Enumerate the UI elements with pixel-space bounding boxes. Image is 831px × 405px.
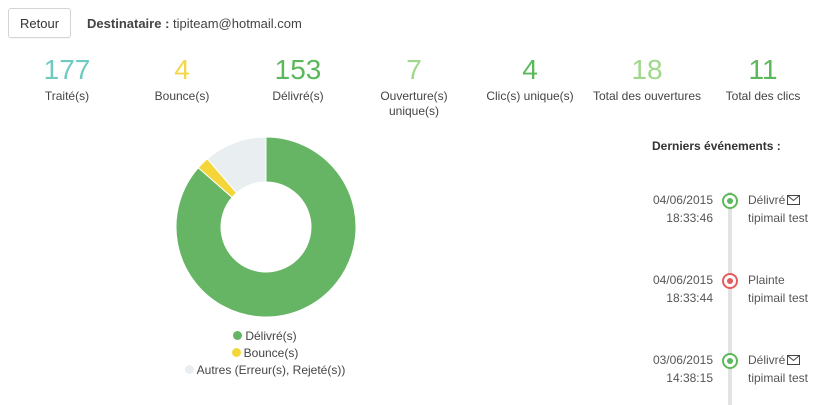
- legend-label: Bounce(s): [243, 345, 299, 360]
- stat-value: 7: [406, 54, 422, 85]
- event-text: Plainte tipimail test: [748, 271, 808, 307]
- legend-item-bounces[interactable]: Bounce(s): [170, 344, 360, 361]
- event-time: 14:38:15: [666, 371, 713, 385]
- status-marker-icon: [722, 353, 738, 369]
- stat-unique-clicks: 4 Clic(s) unique(s): [486, 54, 573, 104]
- event-text: Délivré tipimail test: [748, 351, 808, 387]
- slice-delivered[interactable]: [175, 136, 357, 318]
- events-title: Derniers événements :: [652, 139, 781, 153]
- stat-total-clicks: 11 Total des clics: [726, 54, 801, 104]
- event-name: tipimail test: [748, 211, 809, 225]
- legend-label: Autres (Erreur(s), Rejeté(s)): [196, 362, 346, 377]
- event-text: Délivré tipimail test: [748, 191, 808, 227]
- stat-unique-opens: 7 Ouverture(s) unique(s): [370, 54, 458, 119]
- event-name: tipimail test: [748, 291, 809, 305]
- event-date: 03/06/2015: [652, 353, 713, 367]
- recipient-label: Destinataire :: [87, 15, 170, 31]
- recipient-value: tipiteam@hotmail.com: [173, 15, 302, 31]
- donut-chart: [175, 136, 357, 318]
- stat-total-opens: 18 Total des ouvertures: [593, 54, 701, 104]
- envelope-icon: [787, 355, 801, 365]
- stat-label: Ouverture(s) unique(s): [380, 89, 448, 118]
- stat-value: 153: [274, 54, 322, 85]
- event-status: Délivré: [748, 193, 786, 207]
- envelope-icon: [787, 195, 801, 205]
- back-button[interactable]: Retour: [8, 8, 72, 38]
- status-marker-icon: [722, 273, 738, 289]
- stat-label: Traité(s): [44, 89, 90, 103]
- chart-legend: Délivré(s) Bounce(s) Autres (Erreur(s), …: [170, 327, 360, 378]
- stat-value: 177: [43, 54, 91, 85]
- event-date: 04/06/2015: [652, 273, 713, 287]
- event-item: 04/06/2015 18:33:44 Plainte tipimail tes…: [0, 271, 831, 311]
- legend-item-delivered[interactable]: Délivré(s): [170, 327, 360, 344]
- stat-label: Clic(s) unique(s): [486, 89, 574, 103]
- stat-processed: 177 Traité(s): [44, 54, 91, 104]
- legend-item-others[interactable]: Autres (Erreur(s), Rejeté(s)): [170, 361, 360, 378]
- event-date: 04/06/2015: [652, 193, 713, 207]
- status-marker-icon: [722, 193, 738, 209]
- timeline-line: [728, 192, 732, 405]
- event-item: 03/06/2015 14:38:15 Délivré tipimail tes…: [0, 351, 831, 391]
- legend-swatch: [184, 365, 194, 374]
- event-status: Plainte: [748, 273, 785, 287]
- event-time: 18:33:44: [666, 291, 713, 305]
- top-bar: Retour Destinataire : tipiteam@hotmail.c…: [8, 7, 302, 39]
- event-datetime: 04/06/2015 18:33:44: [653, 271, 713, 307]
- stat-label: Bounce(s): [154, 89, 210, 103]
- event-status: Délivré: [748, 353, 786, 367]
- stat-value: 11: [748, 54, 778, 85]
- event-time: 18:33:46: [666, 211, 713, 225]
- legend-swatch: [231, 348, 241, 357]
- stat-label: Total des clics: [725, 89, 801, 103]
- event-datetime: 03/06/2015 14:38:15: [653, 351, 713, 387]
- recipient-line: Destinataire : tipiteam@hotmail.com: [87, 16, 302, 31]
- stat-delivered: 153 Délivré(s): [272, 54, 323, 104]
- event-datetime: 04/06/2015 18:33:46: [653, 191, 713, 227]
- legend-swatch: [233, 331, 243, 340]
- stat-value: 4: [522, 54, 538, 85]
- stat-label: Délivré(s): [272, 89, 324, 103]
- event-name: tipimail test: [748, 371, 809, 385]
- stat-label: Total des ouvertures: [592, 89, 702, 103]
- legend-label: Délivré(s): [245, 328, 297, 343]
- slice-others[interactable]: [206, 136, 267, 194]
- stat-bounces: 4 Bounce(s): [155, 54, 210, 104]
- event-item: 04/06/2015 18:33:46 Délivré tipimail tes…: [0, 191, 831, 231]
- stats-row: 177 Traité(s) 4 Bounce(s) 153 Délivré(s)…: [0, 54, 831, 124]
- stat-value: 4: [174, 54, 190, 85]
- stat-value: 18: [631, 54, 663, 85]
